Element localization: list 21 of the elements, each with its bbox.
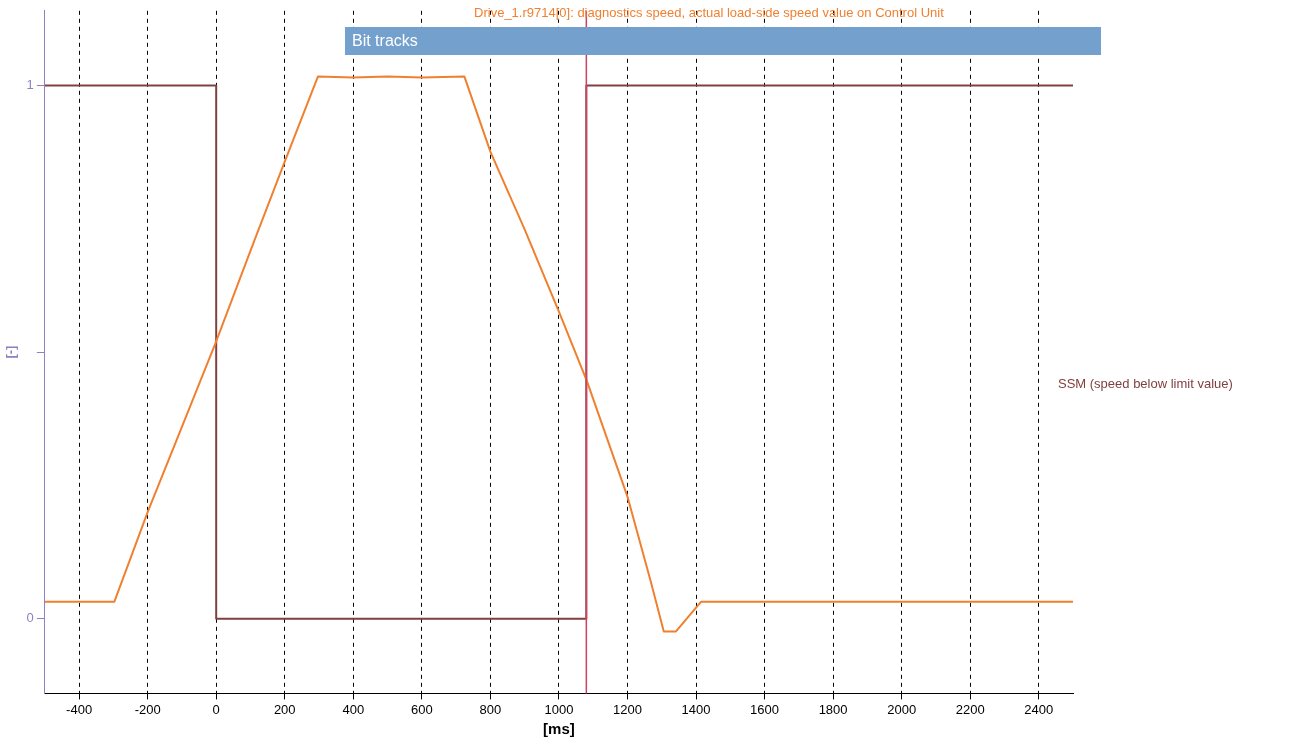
x-tick-label: 400: [342, 701, 365, 717]
y-axis-title: [-]: [3, 345, 19, 359]
x-axis-title: [ms]: [543, 720, 575, 738]
x-tick-label: 600: [410, 701, 433, 717]
x-tick-label: 1200: [613, 701, 642, 717]
y-tick-label: 1: [26, 77, 34, 93]
text: SSM (speed below limit value): [1058, 375, 1233, 391]
x-tick-label: 1000: [544, 701, 574, 717]
text: Drive_1.r9714[0]: diagnostics speed, actual load-side speed value on Control Unit: [474, 4, 945, 20]
x-tick-label: 2200: [955, 701, 985, 717]
x-tick-label: 200: [273, 701, 296, 717]
x-tick-label: 800: [479, 701, 502, 717]
x-tick-label: -400: [66, 701, 93, 717]
x-tick-label: 1400: [681, 701, 711, 717]
x-tick-label: 1800: [818, 701, 848, 717]
x-tick-label: 2400: [1024, 701, 1054, 717]
x-tick-label: -200: [134, 701, 161, 717]
x-tick-label: 0: [212, 701, 220, 717]
x-tick-label: 2000: [887, 701, 917, 717]
x-tick-label: 1600: [750, 701, 780, 717]
text: Bit tracks: [351, 31, 418, 51]
